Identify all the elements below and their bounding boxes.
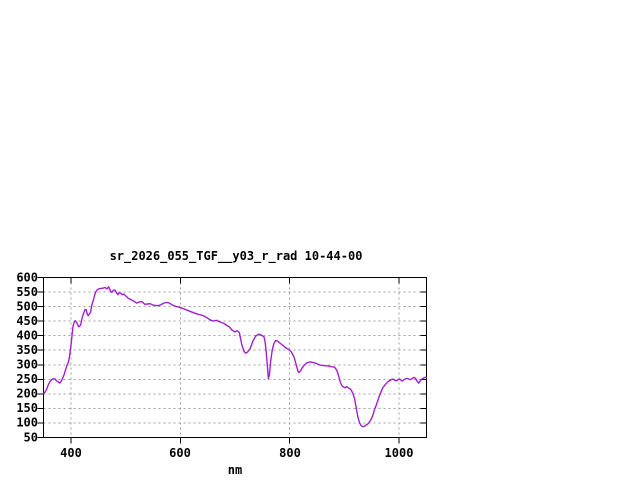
y-tick-label: 350 [16,343,38,357]
y-tick-label: 600 [16,271,38,285]
x-axis-title: nm [228,463,242,477]
chart-title: sr_2026_055_TGF__y03_r_rad 10-44-00 [110,249,363,264]
x-tick-label: 800 [279,446,301,460]
y-tick-label: 250 [16,372,38,386]
gridlines [43,277,427,438]
tick-marks [37,277,427,444]
y-tick-label: 500 [16,300,38,314]
x-tick-label: 400 [60,446,82,460]
y-tick-label: 400 [16,329,38,343]
spectrum-line [42,286,428,428]
plot-frame [43,277,427,438]
y-tick-label: 200 [16,387,38,401]
y-tick-label: 150 [16,401,38,415]
y-tick-label: 100 [16,416,38,430]
y-tick-label: 50 [24,431,38,445]
x-tick-label: 600 [169,446,191,460]
x-tick-label: 1000 [385,446,414,460]
y-tick-label: 450 [16,314,38,328]
y-tick-label: 550 [16,285,38,299]
y-tick-label: 300 [16,358,38,372]
